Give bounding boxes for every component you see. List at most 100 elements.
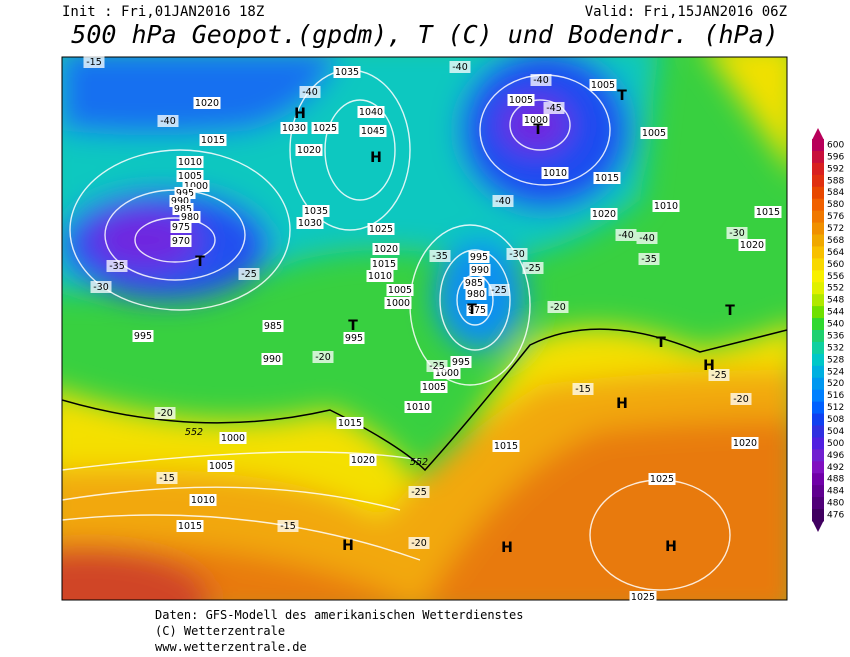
- isobar-label-box: [295, 144, 323, 156]
- temperature-label-box: [157, 115, 179, 127]
- temperature-label: -25: [525, 263, 541, 274]
- temperature-label: -30: [729, 228, 745, 239]
- temperature-label: -40: [302, 87, 318, 98]
- colorbar-swatch: [812, 282, 824, 295]
- pressure-center: H: [370, 150, 382, 166]
- isobar-label-box: [593, 172, 621, 184]
- temperature-label: -25: [411, 487, 427, 498]
- temperature-label-box: [572, 383, 594, 395]
- temperature-label: -20: [411, 538, 427, 549]
- isobar-label: 1005: [509, 95, 533, 106]
- isobar-label: 1005: [388, 285, 412, 296]
- colorbar-swatch: [812, 162, 824, 176]
- colorbar-swatch: [812, 473, 824, 486]
- temperature-label: -20: [157, 408, 173, 419]
- isobar-label: 1020: [351, 455, 375, 466]
- isobar-label: 1025: [369, 224, 393, 235]
- isobar-label: 1000: [184, 181, 208, 192]
- isobar-label-box: [466, 304, 488, 316]
- colorbar-swatch: [812, 270, 824, 283]
- temperature-label-box: [238, 268, 260, 280]
- colorbar-label: 508: [827, 415, 844, 425]
- colorbar-label: 524: [827, 367, 844, 377]
- temperature-label: -40: [533, 75, 549, 86]
- temperature-label-box: [90, 281, 112, 293]
- isobar-label: 1015: [372, 259, 396, 270]
- isobar-label-box: [193, 97, 221, 109]
- isobar-label: 975: [172, 222, 190, 233]
- isobar-label-box: [207, 460, 235, 472]
- isobar-label: 1035: [335, 67, 359, 78]
- isobar-label: 1010: [191, 495, 215, 506]
- colorbar-label: 600: [827, 141, 844, 151]
- isobar-label: 1020: [733, 438, 757, 449]
- isobar-label-box: [522, 114, 550, 126]
- colorbar-swatch: [812, 497, 824, 510]
- pressure-center: T: [467, 302, 477, 318]
- colorbar-swatch: [812, 401, 824, 415]
- isobar-label: 1015: [338, 418, 362, 429]
- temperature-label-box: [506, 248, 528, 260]
- isobar-label: 1000: [221, 433, 245, 444]
- isobar-label: 1005: [422, 382, 446, 393]
- isobar-label: 1025: [313, 123, 337, 134]
- temperature-label: -25: [711, 370, 727, 381]
- temperature-label-box: [522, 262, 544, 274]
- isobar-label-box: [404, 401, 432, 413]
- colorbar-label: 532: [827, 343, 844, 353]
- isobar-label-box: [372, 243, 400, 255]
- isobar-label: 990: [471, 265, 489, 276]
- isobar-label: 985: [264, 321, 282, 332]
- pressure-center: H: [665, 539, 677, 555]
- temperature-label-box: [83, 56, 105, 68]
- isobar-label-box: [359, 125, 387, 137]
- pressure-center: T: [195, 254, 205, 270]
- isobar-label-box: [450, 356, 472, 368]
- isobar-label: 1030: [282, 123, 306, 134]
- isobar-label-box: [219, 432, 247, 444]
- colorbar-swatch: [812, 318, 824, 331]
- pressure-center: T: [656, 335, 666, 351]
- isobar-label-box: [386, 284, 414, 296]
- temperature-label-box: [408, 537, 430, 549]
- colorbar-swatch: [812, 377, 824, 391]
- temperature-label: -40: [639, 233, 655, 244]
- temperature-label-box: [543, 102, 565, 114]
- isobar-label-box: [336, 417, 364, 429]
- isobar-label: 1005: [642, 128, 666, 139]
- isobar-label: 1010: [178, 157, 202, 168]
- isobar-label-box: [333, 66, 361, 78]
- temperature-label-box: [312, 351, 334, 363]
- colorbar-swatch: [812, 210, 824, 224]
- isobar-label-box: [648, 473, 676, 485]
- colorbar-swatch: [812, 139, 824, 152]
- colorbar-label: 568: [827, 236, 844, 246]
- pressure-center: H: [501, 540, 513, 556]
- isobar-label-box: [370, 258, 398, 270]
- isobar-label-box: [420, 381, 448, 393]
- isobar-label-box: [176, 156, 204, 168]
- isobar-label: 1000: [435, 368, 459, 379]
- isobar-label-box: [589, 79, 617, 91]
- isobar-label-box: [366, 270, 394, 282]
- pressure-center: T: [348, 318, 358, 334]
- isobar-label-box: [357, 106, 385, 118]
- isobar-label: 1015: [178, 521, 202, 532]
- colorbar-swatch: [812, 461, 824, 474]
- isobar-label: 1005: [209, 461, 233, 472]
- colorbar-label: 588: [827, 176, 844, 186]
- colorbar-label: 540: [827, 320, 844, 330]
- isobar-label-box: [170, 221, 192, 233]
- temperature-label: -30: [93, 282, 109, 293]
- colorbar-label: 516: [827, 391, 844, 401]
- colorbar-label: 572: [827, 224, 844, 234]
- temperature-label: -35: [641, 254, 657, 265]
- colorbar-swatch: [812, 389, 824, 403]
- temperature-label-box: [156, 472, 178, 484]
- colorbar-label: 552: [827, 284, 844, 294]
- colorbar-label: 476: [827, 511, 844, 521]
- colorbar-swatch: [812, 150, 824, 164]
- temperature-label: -20: [550, 302, 566, 313]
- colorbar-label: 576: [827, 212, 844, 222]
